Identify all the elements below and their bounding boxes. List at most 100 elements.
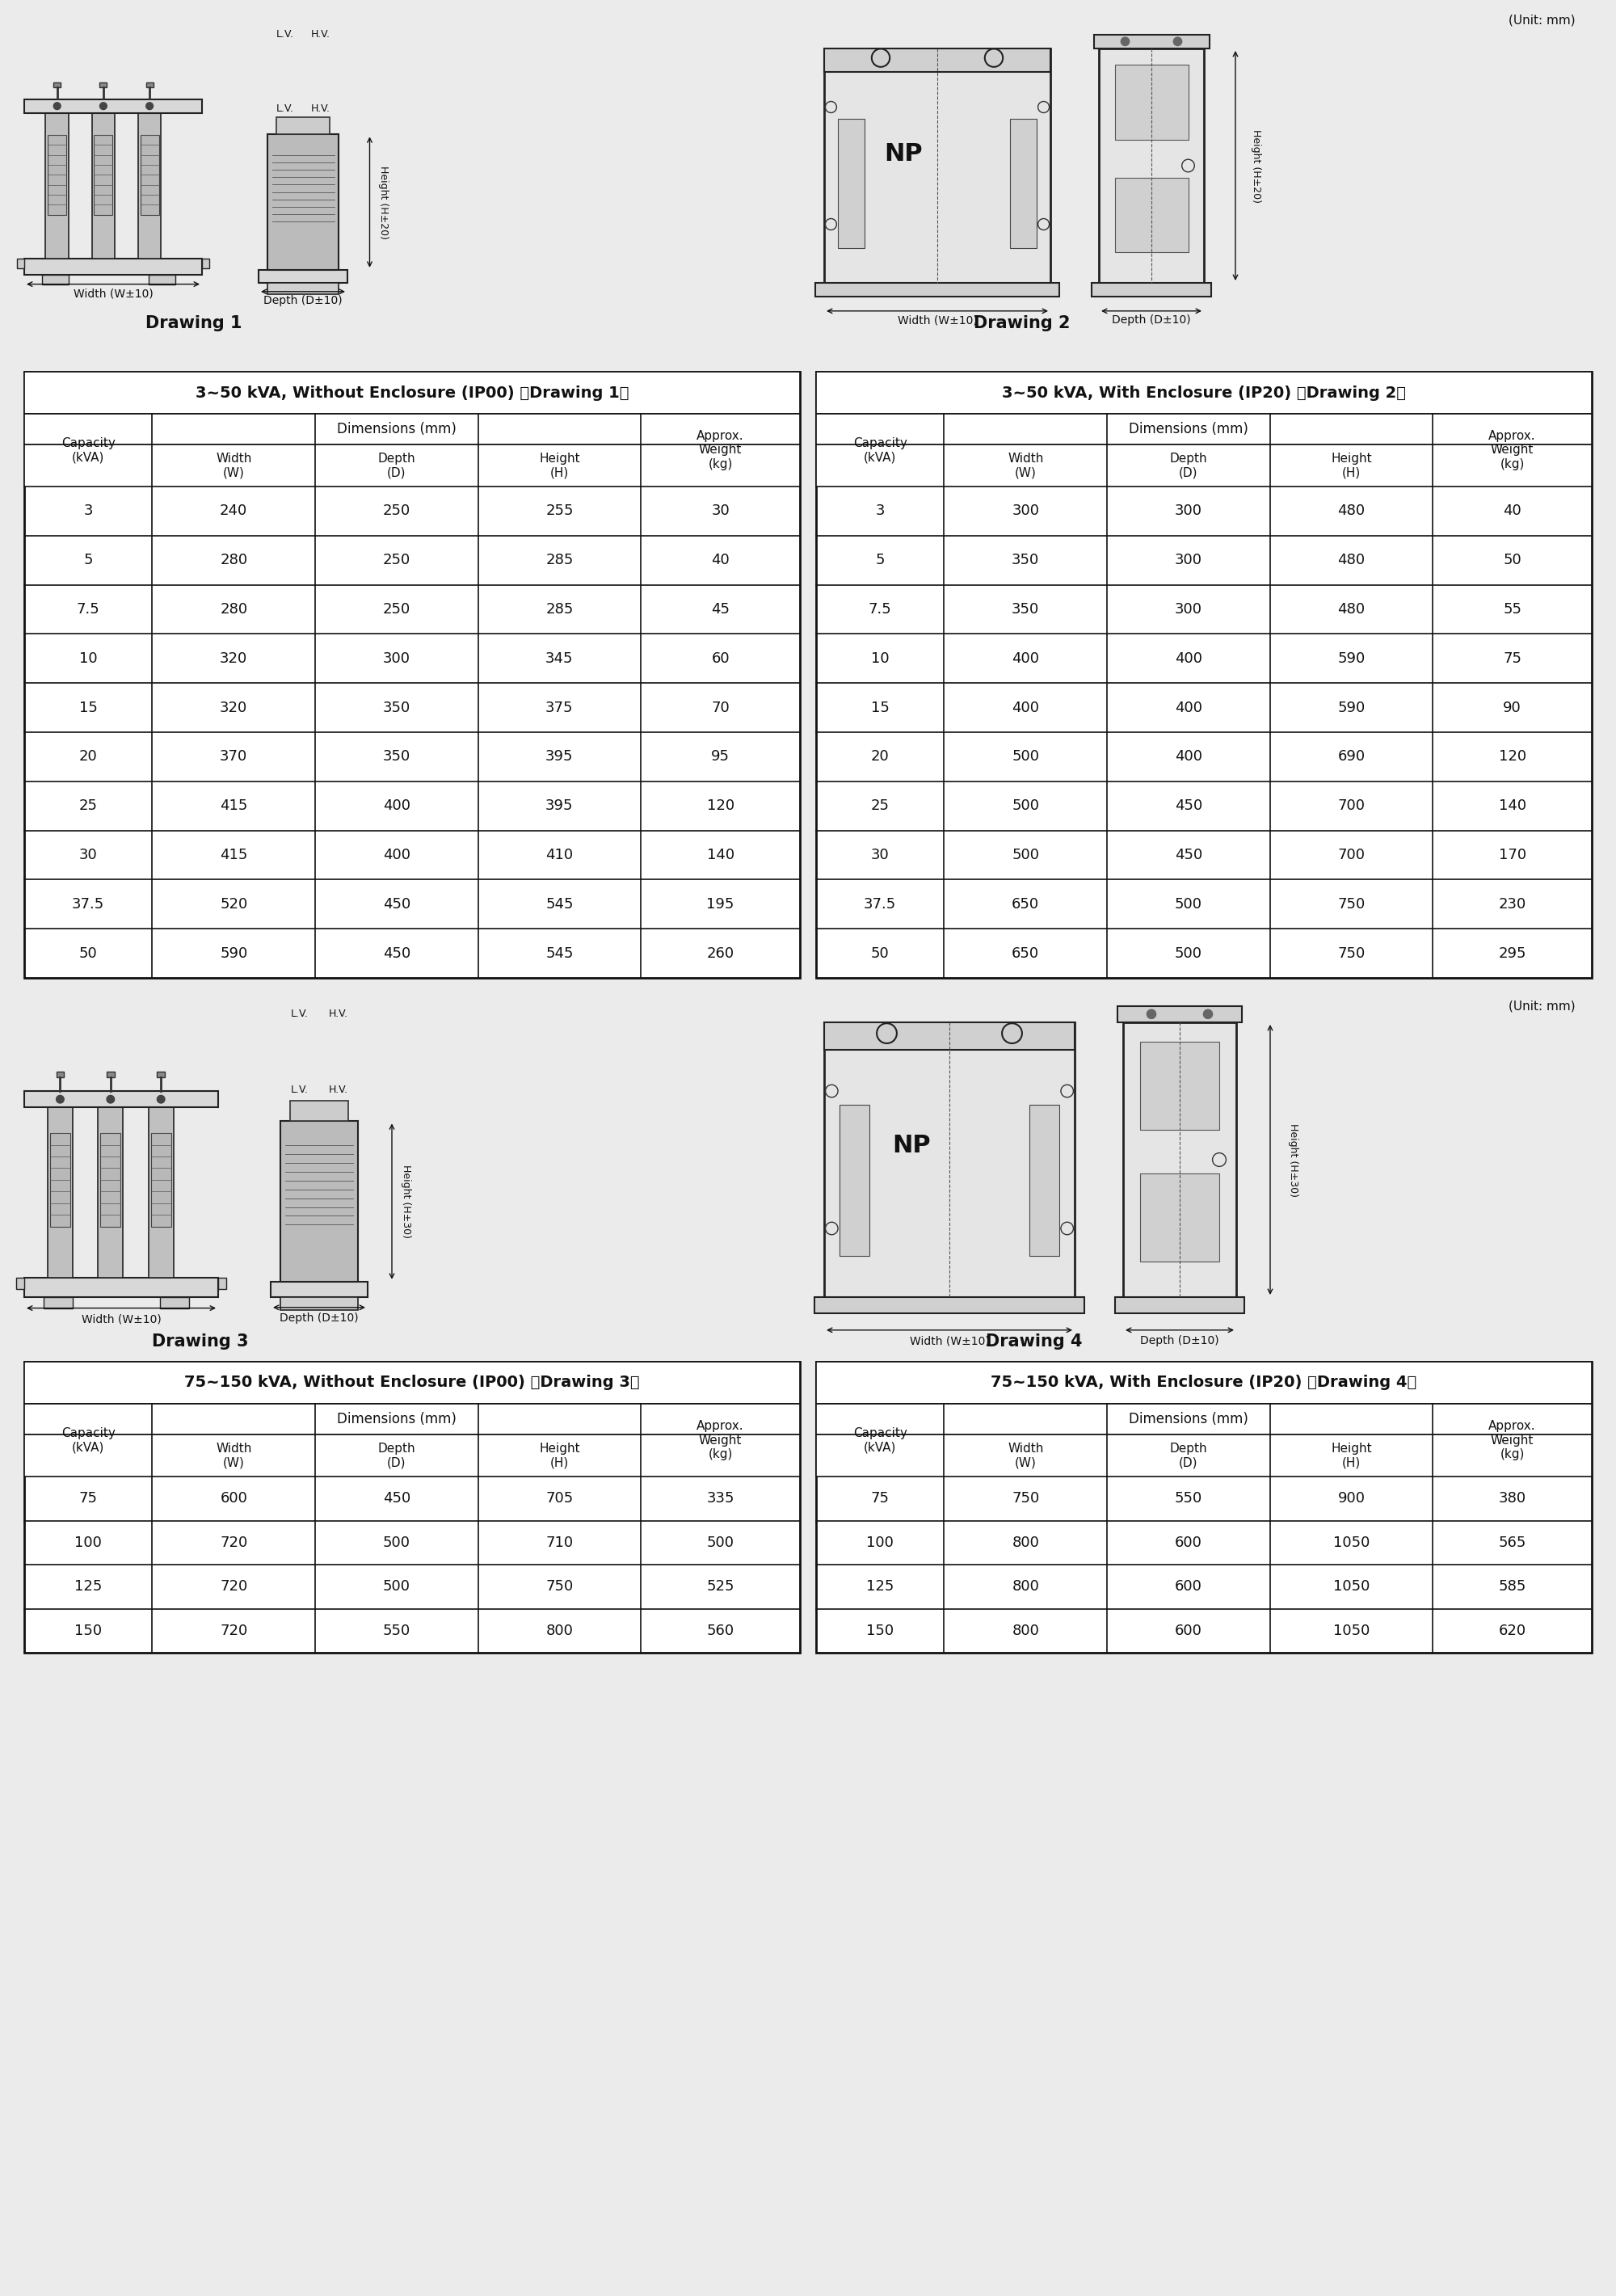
Text: 50: 50: [1503, 553, 1521, 567]
Bar: [24, 1279, 218, 1297]
Text: Dimensions (mm): Dimensions (mm): [1128, 1412, 1248, 1426]
Bar: [149, 1107, 173, 1279]
Text: 590: 590: [1338, 700, 1366, 714]
Text: 720: 720: [220, 1536, 247, 1550]
Text: Depth
(D): Depth (D): [378, 452, 415, 478]
Text: L.V.: L.V.: [276, 28, 294, 39]
Text: 600: 600: [1175, 1536, 1202, 1550]
Bar: [1123, 1022, 1236, 1297]
Bar: [1094, 34, 1209, 48]
Text: 350: 350: [1012, 602, 1039, 618]
Bar: [24, 372, 800, 978]
Text: 30: 30: [711, 503, 729, 519]
Text: 195: 195: [706, 898, 734, 912]
Bar: [202, 259, 208, 269]
Text: 500: 500: [383, 1536, 410, 1550]
Text: 750: 750: [1338, 898, 1366, 912]
Text: Dimensions (mm): Dimensions (mm): [336, 422, 456, 436]
Text: 350: 350: [383, 748, 410, 765]
Text: 400: 400: [1012, 700, 1039, 714]
Text: Dimensions (mm): Dimensions (mm): [1128, 422, 1248, 436]
Circle shape: [107, 1095, 115, 1102]
Bar: [157, 1072, 165, 1077]
Text: 400: 400: [1175, 748, 1202, 765]
Text: 710: 710: [546, 1536, 574, 1550]
Bar: [24, 1435, 800, 1476]
Text: Height
(H): Height (H): [1332, 1442, 1372, 1469]
Bar: [218, 1279, 226, 1290]
Text: 415: 415: [220, 847, 247, 863]
Text: 300: 300: [383, 652, 410, 666]
Bar: [816, 372, 1592, 978]
Text: Height
(H): Height (H): [1332, 452, 1372, 478]
Text: Height
(H): Height (H): [540, 1442, 580, 1469]
Text: 500: 500: [1012, 799, 1039, 813]
Text: Approx.
Weight
(kg): Approx. Weight (kg): [1488, 429, 1535, 471]
Bar: [816, 1362, 1592, 1653]
Text: 335: 335: [706, 1492, 734, 1506]
Text: 500: 500: [1175, 946, 1202, 960]
Text: 10: 10: [871, 652, 889, 666]
Text: 600: 600: [220, 1492, 247, 1506]
Text: 300: 300: [1175, 553, 1202, 567]
Text: 480: 480: [1338, 602, 1366, 618]
Bar: [1115, 64, 1188, 140]
Text: Dimensions (mm): Dimensions (mm): [336, 1412, 456, 1426]
Text: 15: 15: [871, 700, 889, 714]
Text: Width
(W): Width (W): [1008, 1442, 1044, 1469]
Bar: [1141, 1173, 1220, 1261]
Bar: [48, 135, 66, 216]
Text: 3~50 kVA, Without Enclosure (IP00) 【Drawing 1】: 3~50 kVA, Without Enclosure (IP00) 【Draw…: [196, 386, 629, 400]
Bar: [44, 1297, 73, 1309]
Text: 10: 10: [79, 652, 97, 666]
Bar: [24, 372, 800, 413]
Text: Capacity
(kVA): Capacity (kVA): [61, 1428, 115, 1453]
Text: 250: 250: [383, 503, 410, 519]
Text: 1050: 1050: [1333, 1623, 1370, 1637]
Text: 400: 400: [383, 847, 410, 863]
Text: Depth (D±10): Depth (D±10): [1141, 1336, 1218, 1348]
Text: 450: 450: [383, 1492, 410, 1506]
Text: 585: 585: [1498, 1580, 1526, 1593]
Text: 400: 400: [1175, 652, 1202, 666]
Text: NP: NP: [892, 1134, 931, 1157]
Text: 565: 565: [1498, 1536, 1526, 1550]
Text: 40: 40: [711, 553, 729, 567]
Text: 1050: 1050: [1333, 1580, 1370, 1593]
Bar: [839, 1104, 869, 1256]
Text: 250: 250: [383, 553, 410, 567]
Text: 100: 100: [866, 1536, 894, 1550]
Bar: [24, 1091, 218, 1107]
Text: 705: 705: [546, 1492, 574, 1506]
Text: 750: 750: [1012, 1492, 1039, 1506]
Text: Capacity
(kVA): Capacity (kVA): [853, 1428, 907, 1453]
Text: 345: 345: [546, 652, 574, 666]
Circle shape: [157, 1095, 165, 1102]
Text: Depth
(D): Depth (D): [1170, 1442, 1207, 1469]
Bar: [1115, 177, 1188, 253]
Text: 620: 620: [1498, 1623, 1526, 1637]
Bar: [268, 282, 339, 294]
Text: 285: 285: [546, 602, 574, 618]
Text: H.V.: H.V.: [310, 103, 331, 113]
Text: 560: 560: [706, 1623, 734, 1637]
Text: 150: 150: [866, 1623, 894, 1637]
Bar: [150, 1132, 171, 1226]
Text: 395: 395: [546, 799, 574, 813]
Text: 300: 300: [1012, 503, 1039, 519]
Text: 395: 395: [546, 748, 574, 765]
Text: 650: 650: [1012, 898, 1039, 912]
Text: Width
(W): Width (W): [217, 1442, 252, 1469]
Circle shape: [53, 103, 61, 110]
Bar: [281, 1120, 359, 1281]
Text: 75: 75: [79, 1492, 97, 1506]
Text: 55: 55: [1503, 602, 1522, 618]
Text: 500: 500: [1012, 748, 1039, 765]
Text: 320: 320: [220, 700, 247, 714]
Text: 690: 690: [1338, 748, 1366, 765]
Bar: [47, 1107, 73, 1279]
Bar: [99, 1107, 123, 1279]
Text: 250: 250: [383, 602, 410, 618]
Circle shape: [100, 103, 107, 110]
Bar: [816, 1403, 1592, 1435]
